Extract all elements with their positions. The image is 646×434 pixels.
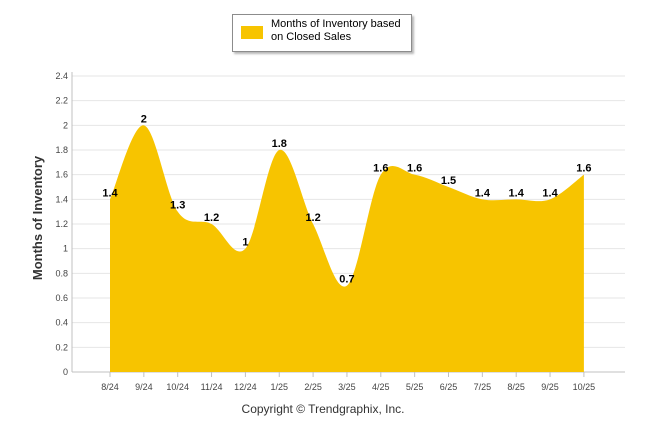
x-tick-label: 11/24 — [201, 382, 223, 392]
x-tick-label: 10/25 — [573, 382, 596, 392]
y-tick-label: 0.4 — [55, 318, 68, 328]
copyright-text: Copyright © Trendgraphix, Inc. — [241, 402, 405, 416]
y-tick-label: 0.2 — [55, 342, 68, 352]
x-tick-label: 2/25 — [304, 382, 322, 392]
y-axis-label: Months of Inventory — [30, 155, 45, 280]
data-label: 1.8 — [272, 138, 287, 150]
y-tick-label: 1.4 — [55, 194, 68, 204]
y-tick-label: 0.8 — [55, 268, 68, 278]
y-tick-label: 1.6 — [55, 170, 68, 180]
data-label: 1.4 — [102, 187, 118, 199]
y-axis-ticks: 0 0.2 0.4 0.6 0.8 1 1.2 1.4 1.6 1.8 2 2.2 2.4 — [55, 71, 68, 377]
x-tick-label: 10/24 — [166, 382, 189, 392]
data-label: 1.2 — [305, 212, 320, 224]
data-label: 1.6 — [373, 163, 388, 175]
data-label: 1.5 — [441, 175, 456, 187]
x-tick-label: 8/25 — [507, 382, 525, 392]
x-tick-label: 9/25 — [541, 382, 559, 392]
data-label: 1.4 — [509, 187, 525, 199]
legend-label: Months of Inventory based on Closed Sale… — [271, 18, 401, 43]
x-axis-ticks: 8/24 9/24 10/24 11/24 12/24 1/25 2/25 3/25 4/25 5… — [101, 372, 595, 392]
series-area — [110, 125, 584, 373]
x-tick-label: 3/25 — [338, 382, 356, 392]
x-tick-label: 4/25 — [372, 382, 390, 392]
data-label: 2 — [141, 113, 147, 125]
x-tick-label: 5/25 — [406, 382, 424, 392]
x-tick-label: 6/25 — [440, 382, 458, 392]
y-tick-label: 1 — [63, 244, 68, 254]
y-tick-label: 2.4 — [55, 71, 68, 81]
data-label: 0.7 — [339, 274, 354, 286]
legend: Months of Inventory based on Closed Sale… — [232, 14, 412, 52]
y-tick-label: 2.2 — [55, 96, 68, 106]
x-tick-label: 9/24 — [135, 382, 153, 392]
data-label: 1 — [242, 237, 248, 249]
y-tick-label: 2 — [63, 120, 68, 130]
x-tick-label: 12/24 — [234, 382, 257, 392]
data-label: 1.6 — [576, 163, 591, 175]
x-tick-label: 1/25 — [270, 382, 288, 392]
legend-swatch — [241, 26, 263, 39]
data-label: 1.6 — [407, 163, 422, 175]
x-tick-label: 7/25 — [474, 382, 492, 392]
data-label: 1.2 — [204, 212, 219, 224]
y-tick-label: 1.2 — [55, 219, 68, 229]
x-tick-label: 8/24 — [101, 382, 119, 392]
y-tick-label: 0.6 — [55, 293, 68, 303]
y-tick-label: 1.8 — [55, 145, 68, 155]
area-fill — [110, 125, 584, 373]
data-labels: 1.4 2 1.3 1.2 1 1.8 1.2 0.7 1.6 1.6 1.5 1.4 1.4 1.4 1.… — [102, 113, 591, 285]
data-label: 1.4 — [542, 187, 558, 199]
data-label: 1.3 — [170, 200, 185, 212]
y-tick-label: 0 — [63, 367, 68, 377]
data-label: 1.4 — [475, 187, 491, 199]
